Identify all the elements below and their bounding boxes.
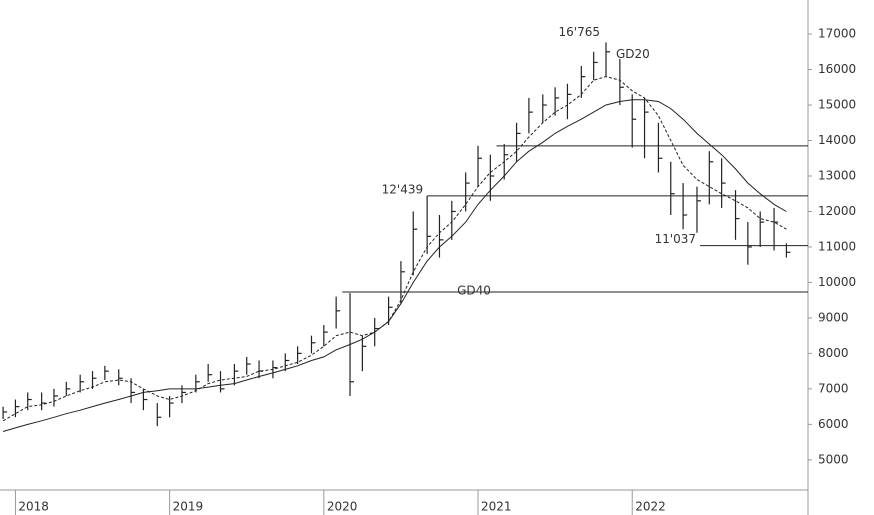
y-tick-label: 15000 <box>818 98 856 112</box>
y-tick-label: 9000 <box>818 310 849 324</box>
x-tick-label: 2019 <box>173 500 204 514</box>
x-tick-label: 2022 <box>635 500 666 514</box>
x-tick-label: 2021 <box>481 500 512 514</box>
y-tick-label: 8000 <box>818 346 849 360</box>
moving-average <box>2 76 787 422</box>
y-tick-label: 10000 <box>818 275 856 289</box>
level-label: 11'037 <box>655 232 696 246</box>
y-tick-label: 7000 <box>818 381 849 395</box>
y-tick-label: 16000 <box>818 62 856 76</box>
moving-average <box>2 99 787 432</box>
level-label: 12'439 <box>382 182 423 196</box>
x-tick-label: 2020 <box>327 500 358 514</box>
series-label: GD40 <box>457 284 491 298</box>
x-tick-label: 2018 <box>18 500 49 514</box>
y-tick-label: 17000 <box>818 27 856 41</box>
y-tick-label: 14000 <box>818 133 856 147</box>
annotation: 16'765 <box>559 25 600 39</box>
y-tick-label: 11000 <box>818 239 856 253</box>
series-label: GD20 <box>616 47 650 61</box>
y-tick-label: 6000 <box>818 417 849 431</box>
y-tick-label: 5000 <box>818 452 849 466</box>
y-tick-label: 13000 <box>818 168 856 182</box>
y-tick-label: 12000 <box>818 204 856 218</box>
